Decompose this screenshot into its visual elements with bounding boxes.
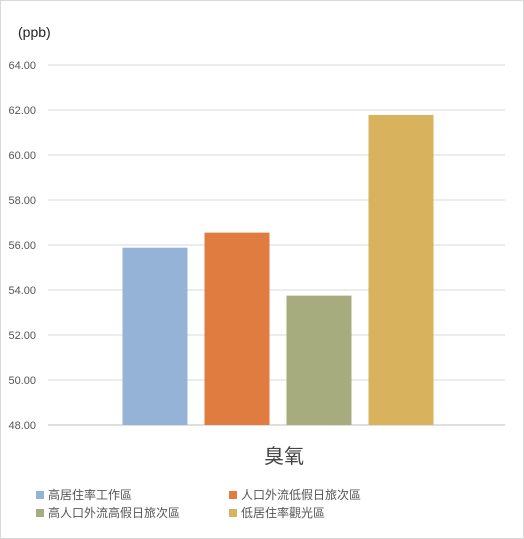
y-tick-label-2: 52.00 (8, 330, 36, 342)
legend-swatch-1 (229, 490, 237, 499)
bar-1 (204, 232, 270, 425)
legend-swatch-0 (36, 490, 44, 499)
legend-swatch-3 (229, 508, 237, 517)
y-axis-unit-label: (ppb) (18, 24, 51, 40)
legend-item-1: 人口外流低假日旅次區 (229, 486, 361, 503)
y-tick-label-7: 62.00 (8, 105, 36, 117)
y-tick-label-4: 56.00 (8, 240, 36, 252)
legend-label-2: 高人口外流高假日旅次區 (48, 506, 181, 520)
y-tick-label-6: 60.00 (8, 150, 36, 162)
legend-item-0: 高居住率工作區 (36, 486, 132, 503)
bar-0 (122, 247, 188, 425)
legend-item-3: 低居住率觀光區 (229, 504, 325, 521)
x-category-label: 臭氧 (264, 444, 304, 468)
y-tick-label-0: 48.00 (8, 420, 36, 432)
legend-label-0: 高居住率工作區 (48, 488, 133, 502)
y-tick-label-8: 64.00 (8, 60, 36, 72)
y-tick-label-3: 54.00 (8, 285, 36, 297)
legend-item-2: 高人口外流高假日旅次區 (36, 504, 180, 521)
y-tick-label-5: 58.00 (8, 195, 36, 207)
bar-2 (286, 295, 352, 425)
legend-swatch-2 (36, 508, 44, 517)
y-tick-label-1: 50.00 (8, 375, 36, 387)
legend-label-1: 人口外流低假日旅次區 (241, 488, 362, 502)
bar-3 (368, 114, 434, 425)
legend-label-3: 低居住率觀光區 (241, 506, 326, 520)
